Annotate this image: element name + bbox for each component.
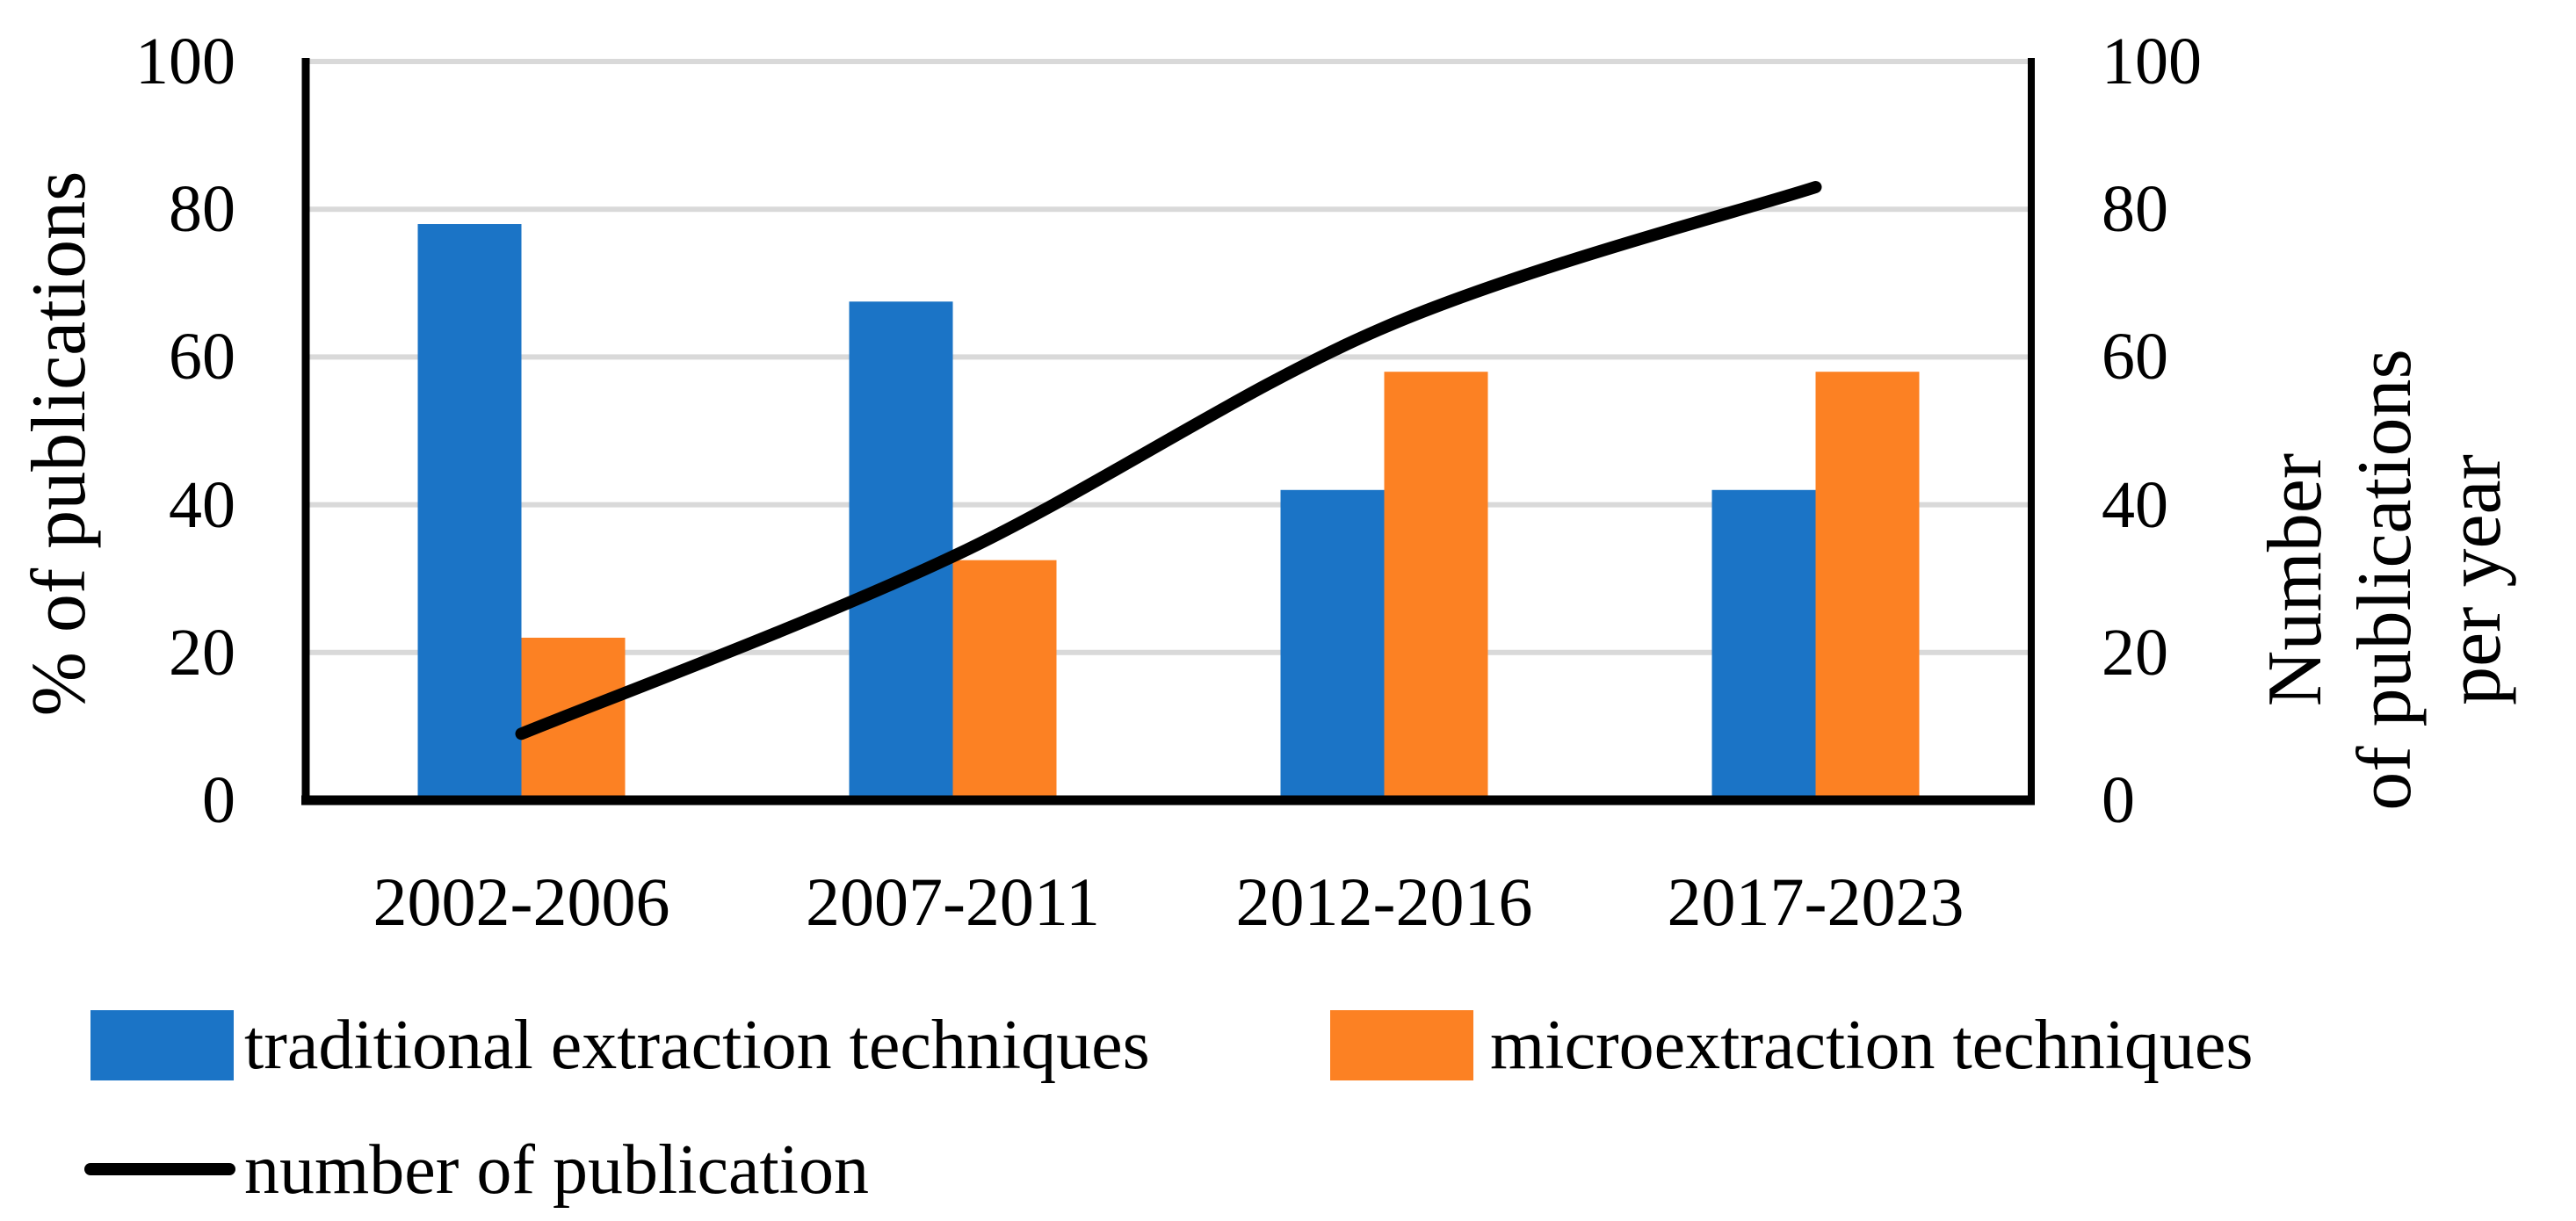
left-tick-100: 100 <box>135 25 235 98</box>
left-tick-20: 20 <box>169 615 235 690</box>
left-tick-60: 60 <box>169 320 235 394</box>
right-tick-20: 20 <box>2102 615 2168 690</box>
bar-traditional <box>1711 489 1816 800</box>
x-label-2017-2023: 2017-2023 <box>1667 863 1965 940</box>
bar-traditional <box>849 301 953 800</box>
right-tick-60: 60 <box>2102 320 2168 394</box>
bar-microextraction <box>1384 372 1488 800</box>
right-axis-title-line-3: per year <box>2432 454 2517 705</box>
legend-line-sample <box>84 1163 235 1175</box>
right-axis-title: Number of publications per year <box>2251 220 2520 940</box>
left-tick-40: 40 <box>169 467 235 542</box>
bar-microextraction <box>1815 372 1920 800</box>
right-tick-0: 0 <box>2102 763 2135 837</box>
left-tick-80: 80 <box>169 172 235 247</box>
bar-microextraction <box>952 560 1057 800</box>
legend-label-traditional: traditional extraction techniques <box>244 1007 1150 1084</box>
right-axis-title-line-2: of publications <box>2342 349 2428 811</box>
bar-traditional <box>417 224 522 800</box>
x-label-2012-2016: 2012-2016 <box>1235 863 1533 940</box>
right-axis-title-line-1: Number <box>2253 452 2338 707</box>
right-tick-100: 100 <box>2102 25 2202 98</box>
legend-swatch-microextraction <box>1330 1010 1473 1080</box>
right-tick-80: 80 <box>2102 172 2168 247</box>
right-tick-40: 40 <box>2102 467 2168 542</box>
left-axis-title: % of publications <box>17 170 102 717</box>
x-label-2007-2011: 2007-2011 <box>805 863 1101 940</box>
line-number-of-publication <box>515 180 1822 741</box>
legend-label-number-of-publication: number of publication <box>244 1131 869 1209</box>
legend-label-microextraction: microextraction techniques <box>1490 1007 2254 1084</box>
x-label-2002-2006: 2002-2006 <box>373 863 670 940</box>
left-tick-0: 0 <box>202 763 235 837</box>
legend-swatch-traditional <box>90 1010 234 1080</box>
bar-traditional <box>1280 489 1385 800</box>
